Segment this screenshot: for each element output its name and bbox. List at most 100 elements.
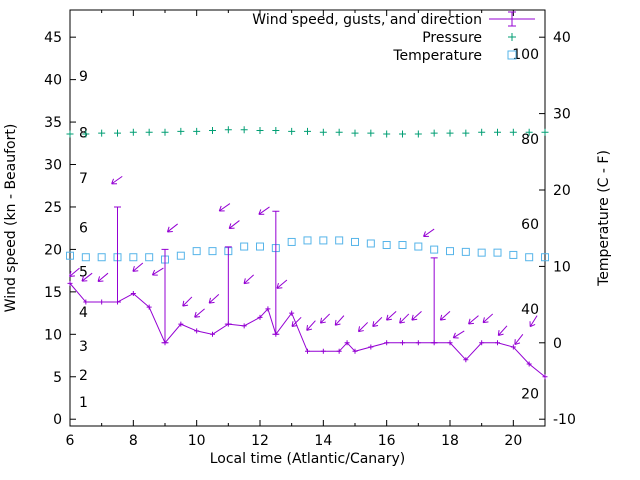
pressure-point: [224, 126, 232, 134]
y-left-tick-label: 15: [44, 285, 62, 301]
y-left-tick-label: 20: [44, 242, 62, 258]
gust-errorbar: [161, 248, 169, 344]
fahrenheit-label: 100: [512, 47, 539, 63]
y-right-tick-label: 30: [553, 107, 571, 123]
y-right-tick-label: -10: [553, 412, 576, 428]
wind-direction-arrow: [529, 315, 538, 328]
wind-point: [336, 348, 342, 354]
x-tick-label: 18: [441, 433, 459, 449]
wind-direction-arrow-shape: [386, 311, 397, 321]
wind-direction-arrow-shape: [258, 206, 270, 215]
y-right-tick-label: 40: [553, 30, 571, 46]
y-left-tick-label: 45: [44, 30, 62, 46]
wind-direction-arrow-shape: [497, 325, 508, 336]
wind-point: [368, 344, 374, 350]
wind-direction-arrow: [386, 311, 397, 321]
wind-point: [265, 306, 271, 312]
wind-point: [146, 304, 152, 310]
fahrenheit-label: 60: [521, 217, 539, 233]
pressure-point: [319, 128, 327, 136]
temperature-point: [97, 253, 106, 262]
wind-direction-arrow: [276, 279, 288, 289]
wind-point: [526, 361, 532, 367]
wind-direction-arrow: [452, 330, 465, 339]
pressure-point: [335, 128, 343, 136]
wind-direction-arrow: [228, 220, 240, 230]
fahrenheit-label: 40: [521, 302, 539, 318]
wind-direction-arrow: [372, 316, 383, 328]
wind-direction-arrow: [208, 294, 220, 304]
gust-errorbar: [430, 257, 438, 344]
wind-point: [447, 340, 453, 346]
pressure-point: [98, 129, 106, 137]
wind-point: [510, 344, 516, 350]
temperature-point: [477, 248, 486, 257]
gust-errorbar: [114, 206, 121, 303]
legend-label-temperature: Temperature: [392, 48, 482, 64]
temperature-point: [414, 242, 423, 251]
temperature-point: [430, 245, 439, 254]
x-tick-label: 16: [378, 433, 396, 449]
y-axis-left: 0 5 10 15 20 25 30 35 40 45 Wind speed (kn - Beauf…: [3, 30, 76, 428]
wind-point: [384, 340, 390, 346]
legend-label-wind: Wind speed, gusts, and direction: [252, 12, 482, 28]
wind-direction-arrow-shape: [218, 203, 231, 212]
wind-direction-arrow-shape: [482, 313, 494, 324]
wind-direction-arrow: [357, 322, 369, 333]
pressure-point: [272, 127, 280, 135]
wind-point: [495, 340, 500, 346]
wind-point: [479, 340, 485, 346]
wind-direction-arrow-shape: [423, 228, 435, 237]
wind-direction-arrow: [194, 308, 205, 318]
wind-direction-arrow: [291, 316, 302, 328]
wind-direction-arrow: [69, 267, 80, 277]
wind-point: [305, 348, 310, 354]
wind-point: [130, 291, 136, 297]
y-left-tick-label: 0: [53, 412, 62, 428]
wind-point: [99, 299, 105, 305]
temperature-point: [66, 251, 74, 260]
x-tick-label: 10: [188, 433, 206, 449]
beaufort-label: 7: [79, 171, 88, 187]
temperature-point: [256, 242, 264, 251]
wind-point: [241, 323, 247, 329]
wind-direction-arrow: [482, 313, 494, 324]
wind-direction-arrow: [411, 311, 422, 321]
legend-symbol-temperature: [507, 50, 517, 60]
pressure-point: [82, 130, 90, 138]
legend-symbol-wind: [489, 11, 535, 27]
temperature-point: [541, 253, 549, 262]
x-tick-label: 8: [129, 433, 138, 449]
fahrenheit-scale-labels: 20 40 60 80 100: [512, 47, 539, 403]
pressure-point: [129, 128, 137, 136]
temperature-point: [129, 253, 138, 262]
wind-direction-arrow-shape: [97, 272, 109, 283]
wind-direction-arrow-shape: [194, 308, 205, 318]
wind-direction-arrow-shape: [182, 296, 193, 307]
wind-direction-arrow-shape: [411, 311, 422, 321]
wind-direction-arrow: [132, 262, 144, 272]
pressure-point: [399, 130, 406, 138]
pressure-point: [509, 128, 517, 136]
x-tick-label: 14: [314, 433, 332, 449]
wind-direction-arrow-shape: [468, 315, 479, 325]
wind-point: [210, 331, 215, 337]
wind-direction-arrow: [258, 206, 270, 215]
pressure-point: [288, 127, 296, 135]
beaufort-label: 3: [79, 339, 88, 355]
legend-symbol-pressure: [508, 33, 516, 41]
temperature-point: [192, 247, 201, 256]
wind-direction-arrow-shape: [529, 315, 538, 328]
wind-direction-arrow: [182, 296, 193, 307]
temperature-point: [525, 253, 534, 262]
beaufort-label: 6: [79, 220, 88, 236]
gust-errorbar: [272, 210, 280, 335]
pressure-point: [446, 129, 454, 137]
wind-direction-arrow-shape: [81, 272, 93, 282]
wind-direction-arrow-shape: [439, 311, 451, 321]
pressure-point: [525, 128, 533, 136]
pressure-point: [193, 127, 201, 135]
plot-border: [69, 9, 546, 427]
